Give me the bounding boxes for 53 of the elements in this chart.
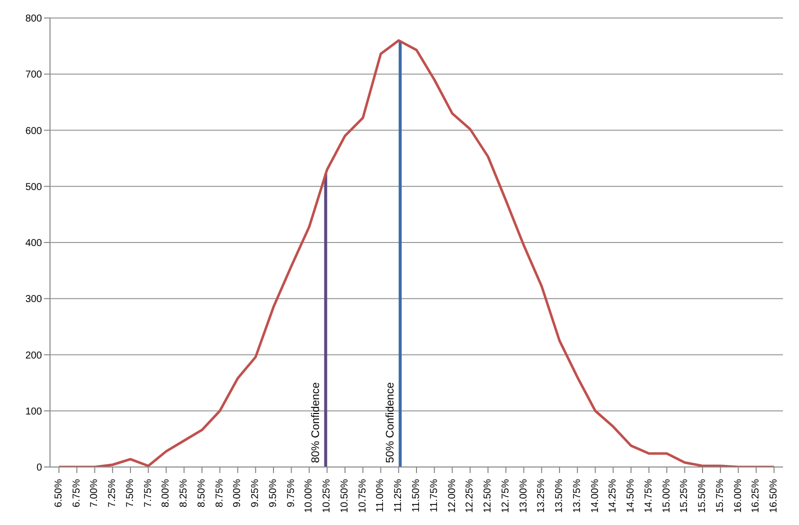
x-tick-label: 9.00% bbox=[232, 478, 244, 508]
x-tick-label: 7.00% bbox=[89, 478, 100, 508]
line-series bbox=[58, 39, 776, 467]
x-tick-label: 15.75% bbox=[714, 478, 726, 513]
x-tick-label: 14.50% bbox=[626, 478, 637, 513]
y-tick-label: 800 bbox=[25, 14, 42, 25]
x-tick-label: 14.75% bbox=[643, 478, 654, 513]
x-tick-label: 9.25% bbox=[250, 478, 262, 508]
x-tick-label: 16.50% bbox=[768, 478, 780, 513]
x-tick-label: 16.00% bbox=[732, 478, 744, 513]
y-tick-label: 100 bbox=[25, 406, 42, 418]
x-tick-label: 15.25% bbox=[679, 478, 690, 513]
x-tick-label: 8.00% bbox=[160, 478, 172, 508]
x-tick-label: 15.00% bbox=[661, 478, 672, 513]
x-tick-label: 11.00% bbox=[375, 478, 386, 512]
x-tick-label: 13.25% bbox=[536, 478, 548, 513]
x-tick-label: 11.25% bbox=[393, 478, 404, 512]
x-tick-label: 6.50% bbox=[53, 478, 64, 508]
x-tick-label: 13.00% bbox=[518, 478, 530, 513]
x-tick-label: 10.50% bbox=[339, 478, 350, 513]
x-tick-label: 12.25% bbox=[464, 478, 476, 513]
x-tick-label: 11.75% bbox=[428, 478, 440, 512]
x-tick-label: 16.25% bbox=[750, 478, 762, 513]
x-tick-label: 12.50% bbox=[482, 478, 494, 513]
y-tick-label: 300 bbox=[25, 294, 42, 306]
x-tick-label: 13.75% bbox=[572, 478, 583, 513]
x-tick-label: 10.75% bbox=[357, 478, 368, 513]
y-tick-label: 500 bbox=[25, 182, 42, 193]
x-tick-label: 14.25% bbox=[608, 478, 619, 513]
x-tick-label: 10.00% bbox=[304, 478, 315, 513]
y-tick-label: 0 bbox=[36, 462, 42, 474]
x-tick-label: 8.75% bbox=[214, 478, 226, 508]
y-tick-label: 700 bbox=[25, 70, 42, 81]
x-tick-label: 7.25% bbox=[107, 478, 118, 508]
x-tick-label: 7.75% bbox=[142, 478, 154, 508]
x-tick-label: 13.50% bbox=[554, 478, 566, 513]
x-tick-label: 12.75% bbox=[500, 478, 512, 513]
x-tick-label: 10.25% bbox=[322, 478, 333, 513]
x-tick-label: 8.25% bbox=[178, 478, 190, 508]
x-tick-label: 8.50% bbox=[196, 478, 208, 508]
text: 80% Confidence bbox=[310, 382, 322, 463]
x-tick-label: 12.00% bbox=[446, 478, 458, 513]
x-tick-label: 6.75% bbox=[71, 478, 82, 508]
x-tick-label: 11.50% bbox=[411, 478, 422, 512]
x-tick-label: 9.75% bbox=[286, 478, 297, 508]
text: 50% Confidence bbox=[384, 382, 397, 463]
y-tick-label: 600 bbox=[25, 126, 42, 137]
x-tick-label: 14.00% bbox=[590, 478, 601, 513]
x-tick-label: 9.50% bbox=[268, 478, 279, 508]
y-tick-label: 200 bbox=[25, 350, 42, 362]
x-tick-label: 7.50% bbox=[124, 478, 136, 508]
x-tick-label: 15.50% bbox=[697, 478, 708, 513]
y-tick-label: 400 bbox=[25, 238, 42, 250]
